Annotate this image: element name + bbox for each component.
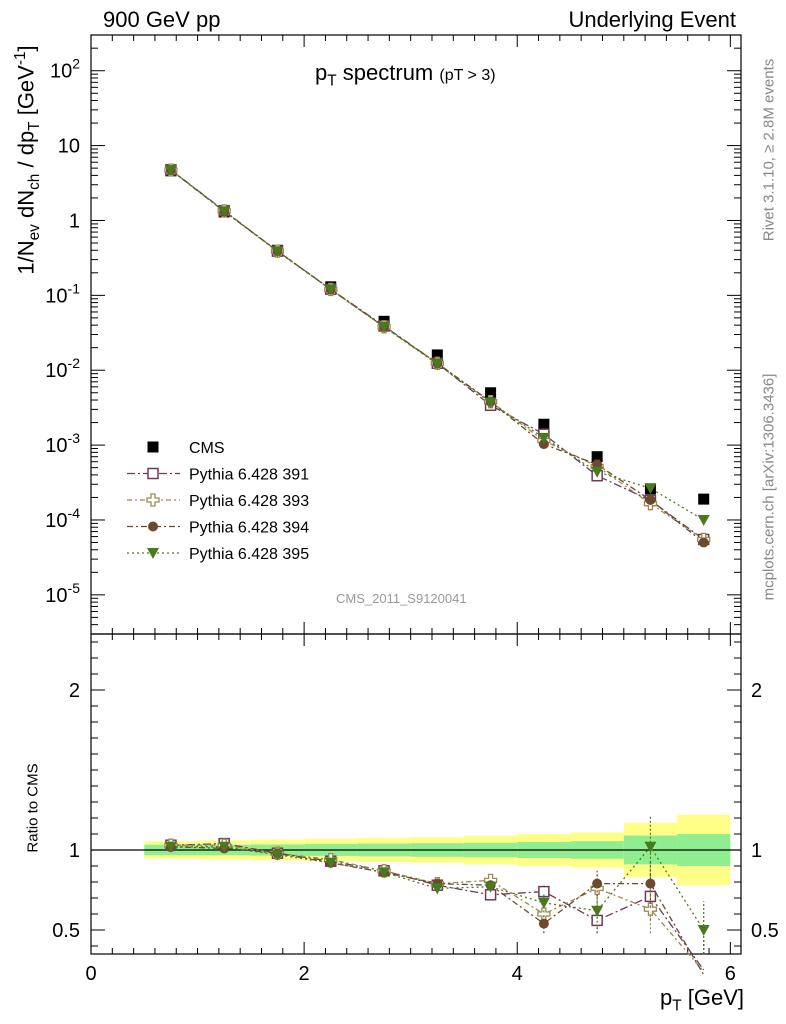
x-tick-label: 0 [85, 963, 96, 985]
plot-title-main: spectrum [342, 60, 434, 85]
data-point-cms [591, 451, 603, 463]
ratio-plot-frame [90, 633, 742, 955]
ratio-series-4-point [591, 905, 604, 917]
data-point-mc-4 [644, 483, 657, 495]
legend-marker [147, 467, 159, 480]
y-tick-label: 10-2 [45, 355, 80, 382]
y-tick-exponent: -2 [68, 355, 81, 371]
ratio-series-4-point [697, 925, 710, 936]
ratio-series-2-point [643, 902, 658, 916]
mcplots-reference-label: mcplots.cern.ch [arXiv:1306.3436] [760, 373, 778, 601]
data-point-cms [538, 418, 550, 430]
data-point-mc-3 [645, 494, 656, 505]
data-point-mc-4 [164, 165, 177, 177]
ratio-series-3-point [645, 878, 656, 889]
ratio-tick-label-right: 1 [751, 840, 762, 862]
analysis-watermark: CMS_2011_S9120041 [336, 591, 467, 606]
legend-label: Pythia 6.428 395 [189, 546, 309, 563]
plot-title: pT spectrum (pT > 3) [315, 60, 496, 90]
data-point-mc-4 [324, 284, 337, 296]
ratio-tick-label-right: 2 [751, 680, 762, 702]
series-3-line [170, 169, 705, 544]
y-tick-base: 10 [45, 285, 67, 307]
y-tick-exponent: 2 [72, 56, 80, 72]
legend-marker [147, 441, 159, 453]
data-point-mc-3 [538, 439, 549, 450]
data-point-cms [485, 387, 497, 399]
y-tick-base: 10 [50, 61, 72, 83]
x-tick-label: 4 [512, 963, 523, 985]
data-point-cms [698, 493, 710, 505]
data-point-mc-4 [431, 359, 444, 371]
rivet-version-label: Rivet 3.1.10, ≥ 2.8M events [760, 58, 778, 242]
ratio-series-4-point [378, 867, 391, 879]
ratio-y-axis-label: Ratio to CMS [24, 763, 42, 853]
ratio-series-3-point [538, 918, 549, 929]
series-1-line [170, 169, 705, 540]
ratio-tick-label-right: 0.5 [751, 920, 779, 942]
y-tick-label: 102 [50, 56, 80, 83]
data-point-mc-4 [484, 397, 497, 409]
legend-marker [147, 548, 159, 559]
legend-label: Pythia 6.428 393 [189, 493, 309, 510]
header-right: Underlying Event [568, 7, 736, 32]
main-plot-frame [90, 34, 742, 635]
y-tick-label: 10 [58, 136, 80, 158]
ratio-tick-label-left: 1 [69, 840, 80, 862]
x-tick-label: 6 [725, 963, 736, 985]
ratio-series-4-point [324, 857, 337, 869]
y-tick-exponent: -4 [68, 505, 81, 521]
legend-label: Pythia 6.428 391 [189, 467, 309, 484]
ratio-tick-label-left: 0.5 [52, 920, 80, 942]
ratio-series-2-line [170, 844, 705, 973]
ratio-series-4-point [537, 897, 550, 909]
series-4-line [170, 169, 705, 521]
ratio-series-4-point [164, 841, 177, 853]
data-point-mc-4 [537, 432, 550, 444]
y-tick-exponent: -5 [68, 580, 81, 596]
main-y-axis-label: 1/Nev dNch / dpT [GeV-1] [12, 45, 43, 275]
ratio-series-4-point [644, 841, 657, 853]
ratio-tick-label-left: 2 [69, 680, 80, 702]
ratio-series-3-point [592, 878, 603, 889]
data-point-mc-4 [218, 206, 231, 218]
legend-marker [146, 493, 160, 507]
y-tick-base: 10 [45, 510, 67, 532]
plot-title-cut: (pT > 3) [439, 67, 496, 84]
ratio-series-4-point [271, 849, 284, 861]
x-tick-label: 2 [299, 963, 310, 985]
data-point-mc-4 [591, 466, 604, 478]
y-tick-label: 10-4 [45, 505, 80, 532]
y-tick-label: 10-1 [45, 280, 80, 307]
ratio-series-4-point [431, 883, 444, 895]
y-tick-base: 10 [45, 435, 67, 457]
header-left: 900 GeV pp [103, 7, 221, 32]
legend-marker [148, 521, 158, 532]
ratio-series-4-point [218, 841, 231, 853]
legend-label: CMS [189, 440, 225, 457]
ratio-series-1-point [538, 885, 550, 898]
data-point-mc-3 [698, 537, 709, 548]
legend-label: Pythia 6.428 394 [189, 520, 309, 537]
y-tick-exponent: -1 [68, 280, 81, 296]
y-tick-label: 10-3 [45, 430, 80, 457]
data-point-cms [431, 349, 443, 361]
data-point-mc-4 [271, 246, 284, 258]
y-tick-exponent: -3 [68, 430, 81, 446]
data-point-mc-4 [697, 514, 710, 526]
x-axis-unit: [GeV] [687, 985, 744, 1010]
y-tick-label: 1 [69, 210, 80, 232]
y-tick-base: 10 [45, 585, 67, 607]
y-tick-label: 10-5 [45, 580, 80, 607]
ratio-series-4-point [484, 881, 497, 893]
x-axis-label: pT [GeV] [659, 985, 744, 1015]
y-tick-base: 10 [45, 360, 67, 382]
data-point-mc-4 [378, 321, 391, 333]
